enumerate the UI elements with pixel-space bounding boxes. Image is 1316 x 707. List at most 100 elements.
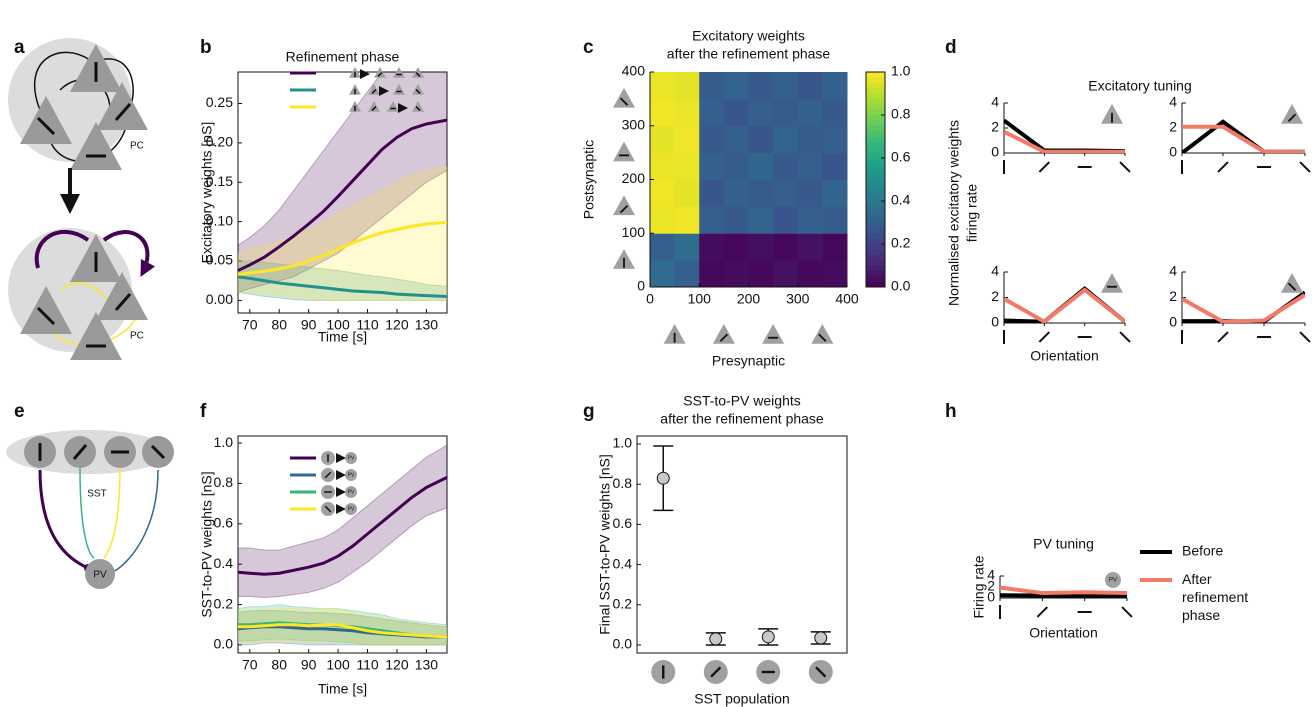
heatmap-cell [748,98,774,127]
y-tick-label: 0 [991,314,999,330]
y-tick-label: 0.20 [206,134,233,150]
panel-label: g [583,401,595,422]
legend-label: Before [1182,543,1223,559]
heatmap-cell [699,152,725,180]
series-line [1182,124,1305,153]
orientation-bar [1299,161,1311,173]
heatmap-cell [674,125,700,154]
orientation-bar [619,97,629,106]
heatmap-cell [650,72,676,100]
orientation-bar [1287,282,1297,291]
x-tick-label: 400 [835,291,859,307]
orientation-bar [1119,161,1131,173]
panel-label: c [583,37,594,58]
heatmap-cell [650,206,676,234]
icon-label: PV [1109,578,1117,584]
heatmap-cell [797,206,823,234]
y-tick-label: 0 [987,589,995,605]
connection [111,469,159,573]
colorbar-step [866,206,885,213]
neuron-icon [1105,572,1121,588]
heatmap-cell [797,72,823,100]
colorbar-tick-label: 0.2 [891,235,911,251]
chart-title: after the refinement phase [660,411,824,427]
y-tick-label: 0.0 [214,636,234,652]
orientation-bar [1036,606,1048,618]
y-tick-label: 300 [622,116,646,132]
colorbar-step [866,168,885,175]
band [238,444,447,598]
plot: 0 2 4 Normalised excitatory weights firing r… [946,94,1131,306]
colorbar-step [866,281,885,288]
y-tick-label: 4 [1169,263,1177,279]
orientation-bar [371,106,377,111]
colorbar-step [866,174,885,180]
neuron-icon [412,101,424,112]
x-tick-label: 80 [271,657,287,673]
diagram-label: PC [130,331,144,342]
orientation-bar [1119,331,1131,343]
heatmap-cell [797,233,823,261]
diagram-a: PC PC [8,38,148,360]
y-tick-label: 0 [1169,314,1177,330]
y-tick-label: 0.4 [613,555,633,571]
colorbar-step [866,131,885,137]
neuron-icon [393,67,405,78]
heatmap-cell [748,179,774,207]
heatmap-cell [748,152,774,180]
orientation-bar [1287,113,1297,122]
band [238,260,447,301]
heatmap-cell [822,206,848,234]
heatmap-cell [797,260,823,288]
orientation-bar [1217,161,1229,173]
heatmap-cell [822,72,848,100]
orientation-bars [36,252,132,348]
point [656,471,670,485]
neuron-icon [1281,273,1303,293]
legend-label: After refinement phase [1182,571,1248,623]
colorbar-step [866,115,885,121]
y-axis-label: SST-to-PV weights [nS] [199,471,215,617]
colorbar-step [866,222,885,229]
heatmap-cell [773,233,799,261]
panel-label: f [200,401,207,422]
heatmap-cell [650,233,676,261]
colorbar-step [866,72,885,78]
colorbar-step [866,227,885,234]
y-tick-label: 0.8 [613,475,633,491]
heatmap-cell [650,98,676,127]
y-tick-label: 0.2 [214,595,234,611]
neuron-icon [374,67,386,78]
neuron-icon [412,67,424,78]
chart-title: Excitatory weights [692,28,805,44]
heatmap-cell [650,152,676,180]
orientation-bar [415,89,421,94]
x-axis-label: SST population [694,691,789,707]
colorbar-step [866,98,885,105]
connection [33,51,134,162]
plot: 024 Orientation Firing rate PV Before After re… [971,543,1249,641]
heatmap-cell [723,260,749,288]
heatmap-cell [723,179,749,207]
heatmap-cell [723,206,749,234]
series-line [1000,585,1127,596]
axes-frame [237,435,448,654]
heatmap-cell [650,179,676,207]
heatmap-cell [748,125,774,154]
y-tick-label: 0 [637,278,645,294]
colorbar-step [866,211,885,218]
plot: 0 2 4 Orientation [991,263,1131,364]
neuron-icon [345,503,357,515]
y-axis-label: Normalised excitatory weights [946,120,962,306]
y-tick-label: 4 [987,567,995,583]
y-tick-label: 2 [1169,119,1177,135]
plot: 0.0 0.2 0.4 0.6 0.8 1.0 SST population Final SS… [597,435,848,707]
neuron-icon [345,469,357,481]
colorbar-step [866,249,885,256]
neuron-icon [613,87,635,108]
x-tick-label: 300 [786,291,810,307]
x-axis-label: Time [s] [318,329,367,345]
y-tick-label: 0.4 [214,555,234,571]
plot: 0.0 0.2 0.4 0.6 0.8 1.0 0 100 200 300 400 0 100 200 30… [581,63,911,369]
neuron-icon [387,101,399,112]
